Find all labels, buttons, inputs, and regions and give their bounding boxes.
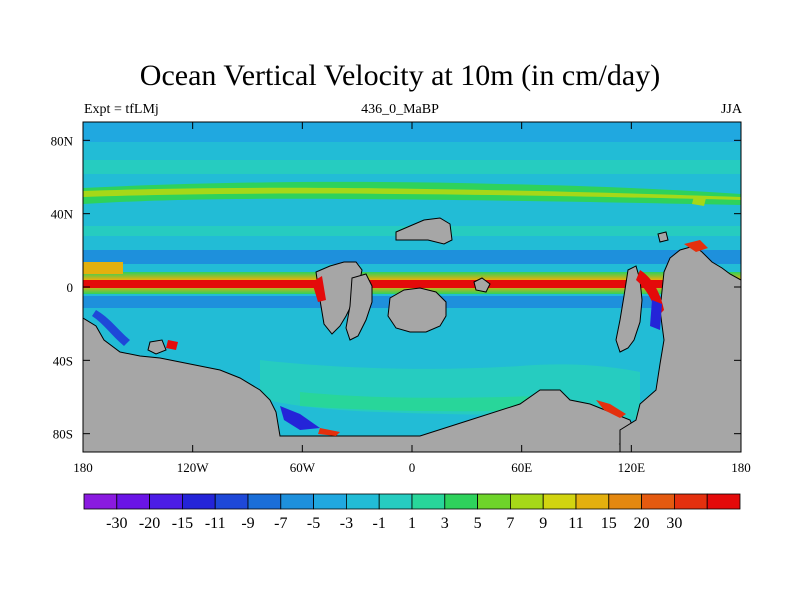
colorbar-box: [149, 493, 183, 510]
y-tick-label: 80N: [51, 133, 74, 148]
colorbar-box: [509, 493, 544, 510]
equatorial-core: [83, 280, 741, 288]
map-field: [83, 122, 741, 452]
colorbar-label: 30: [666, 515, 682, 532]
colorbar-box: [181, 493, 216, 510]
colorbar-label: 3: [441, 515, 449, 532]
coastal-accent-se: [596, 400, 626, 418]
axis-ticks: [82, 122, 742, 452]
y-tick-label: 0: [67, 280, 74, 295]
coastal-downwelling-west: [92, 310, 130, 346]
colorbar-label: 7: [506, 515, 514, 532]
colorbar-box: [641, 493, 675, 510]
y-tick-label: 80S: [53, 427, 73, 442]
colorbar-box: [542, 493, 577, 510]
x-tick-label: 120E: [618, 460, 646, 475]
colorbar-box: [477, 493, 511, 510]
x-tick-label: 120W: [177, 460, 210, 475]
colorbar-box: [345, 493, 380, 510]
colorbar-label: 5: [474, 515, 482, 532]
colorbar-box: [247, 493, 282, 510]
colorbar-label: 15: [601, 515, 617, 532]
small-island-sw: [147, 339, 167, 355]
x-tick-label: 60E: [511, 460, 532, 475]
patch-north-pacific: [692, 196, 706, 206]
african-landmass: [387, 287, 447, 333]
colorbar-box: [313, 493, 347, 510]
coastal-downwelling-east: [650, 300, 662, 330]
season-label: JJA: [720, 102, 742, 117]
northern-landmass: [395, 217, 453, 245]
colorbar-label: -30: [106, 515, 127, 532]
colorbar-label: -1: [373, 515, 386, 532]
coastal-accent-central: [312, 276, 326, 302]
colorbar-box: [575, 493, 610, 510]
chart-title: Ocean Vertical Velocity at 10m (in cm/da…: [139, 59, 661, 92]
colorbar-box: [83, 493, 118, 510]
band-55n: [83, 160, 741, 174]
coastal-accent-sw: [166, 340, 178, 350]
colorbar-box: [214, 493, 249, 510]
colorbar-label: -20: [139, 515, 160, 532]
colorbar-box: [674, 493, 708, 510]
x-tick-labels: 180 120W 60W 0 60E 120E 180: [73, 460, 751, 475]
band-45n-yellow: [83, 187, 741, 200]
colorbar-labels: -30 -20 -15 -11 -9 -7 -5 -3 -1 1 3 5 7 9 11 15 20 30: [106, 515, 682, 532]
coastal-accent-south: [318, 428, 340, 436]
colorbar-box: [378, 493, 413, 510]
colorbar: [83, 493, 741, 510]
colorbar-label: -11: [205, 515, 226, 532]
colorbar-label: 20: [634, 515, 650, 532]
colorbar-box: [116, 493, 151, 510]
colorbar-label: -5: [307, 515, 320, 532]
colorbar-box: [280, 493, 314, 510]
y-tick-label: 40N: [51, 207, 74, 222]
colorbar-label: 9: [539, 515, 547, 532]
time-label: 436_0_MaBP: [361, 102, 439, 117]
colorbar-box: [411, 493, 446, 510]
colorbar-label: -15: [172, 515, 193, 532]
colorbar-label: -9: [241, 515, 254, 532]
coastal-downwelling-south: [280, 406, 320, 430]
central-landmass-east: [345, 273, 373, 341]
colorbar-label: 11: [568, 515, 583, 532]
band-15n-blue: [83, 250, 741, 264]
x-tick-label: 0: [409, 460, 416, 475]
experiment-label: Expt = tfLMj: [84, 102, 159, 117]
x-tick-label: 180: [73, 460, 93, 475]
colorbar-box: [444, 493, 478, 510]
y-tick-labels: 80N 40N 0 40S 80S: [51, 133, 74, 441]
colorbar-label: -3: [340, 515, 353, 532]
coastal-accent-ne: [684, 240, 708, 252]
small-island-ne: [657, 231, 669, 243]
colorbar-box: [706, 493, 741, 510]
small-island: [473, 277, 491, 293]
east-pacific-upwelling: [83, 262, 123, 274]
colorbar-box: [608, 493, 642, 510]
x-tick-label: 60W: [290, 460, 316, 475]
band-arctic: [83, 122, 741, 142]
southern-ocean-green: [300, 392, 540, 412]
x-tick-label: 180: [731, 460, 751, 475]
colorbar-label: -7: [274, 515, 287, 532]
colorbar-label: 1: [408, 515, 416, 532]
y-tick-label: 40S: [53, 353, 73, 368]
